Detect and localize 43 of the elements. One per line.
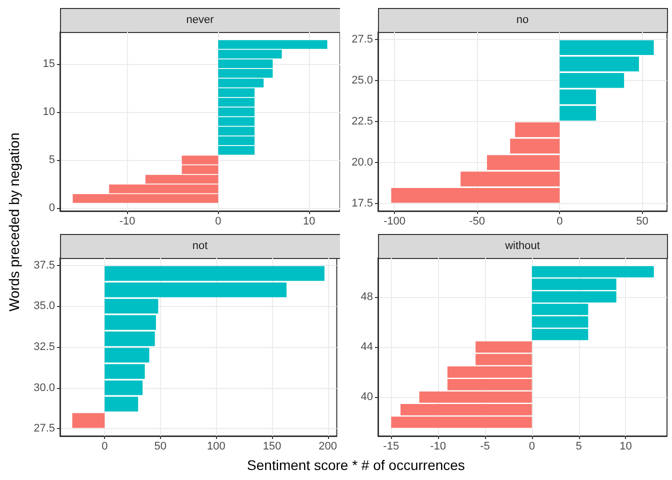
y-tick-label: 10 xyxy=(42,106,55,118)
x-tick-label: -100 xyxy=(384,216,406,228)
x-tick-label: 200 xyxy=(318,440,338,452)
x-tick-label: 50 xyxy=(154,440,167,452)
x-tick-label: 100 xyxy=(207,440,226,452)
y-tick-label: 27.5 xyxy=(34,422,55,435)
x-tick-label: 5 xyxy=(576,440,582,452)
y-tick-label: 0 xyxy=(48,202,55,214)
x-tick-label: -15 xyxy=(383,440,400,452)
x-tick-label: 150 xyxy=(262,440,282,452)
y-tick-label: 44 xyxy=(360,341,373,353)
x-tick-label: 0 xyxy=(215,216,222,228)
x-tick-label: -10 xyxy=(119,216,136,228)
y-tick-label: 48 xyxy=(360,290,373,303)
y-tick-label: 35.0 xyxy=(34,300,55,312)
x-tick-label: 50 xyxy=(636,216,648,228)
bar xyxy=(72,413,105,428)
y-tick-label: 15 xyxy=(42,58,55,70)
y-tick-label: 32.5 xyxy=(34,341,55,353)
y-tick-label: 40 xyxy=(360,391,373,404)
y-tick-label: 37.5 xyxy=(34,259,55,272)
y-tick-label: 22.5 xyxy=(352,116,373,128)
chart-title: without xyxy=(504,240,540,252)
y-tick-label: 20.0 xyxy=(352,156,373,169)
y-axis-title: Words preceded by negation xyxy=(6,132,22,312)
chart-title: not xyxy=(192,240,208,252)
y-tick-label: 30.0 xyxy=(34,382,55,394)
y-tick-label: 5 xyxy=(48,154,55,166)
x-axis-title: Sentiment score * # of occurrences xyxy=(246,457,466,473)
y-tick-label: 25.0 xyxy=(352,74,373,86)
x-tick-label: 0 xyxy=(528,440,535,452)
y-tick-label: 27.5 xyxy=(352,33,373,46)
x-tick-label: 0 xyxy=(556,216,563,228)
x-tick-label: 10 xyxy=(620,440,632,452)
chart-title: no xyxy=(516,14,529,26)
x-tick-label: -5 xyxy=(480,440,490,452)
x-tick-label: -10 xyxy=(430,440,446,452)
x-tick-label: 0 xyxy=(102,440,108,452)
y-tick-label: 17.5 xyxy=(352,198,373,210)
bar xyxy=(104,396,138,412)
chart-title: never xyxy=(186,14,214,26)
x-tick-label: -50 xyxy=(469,216,486,228)
x-tick-label: 10 xyxy=(302,216,316,228)
